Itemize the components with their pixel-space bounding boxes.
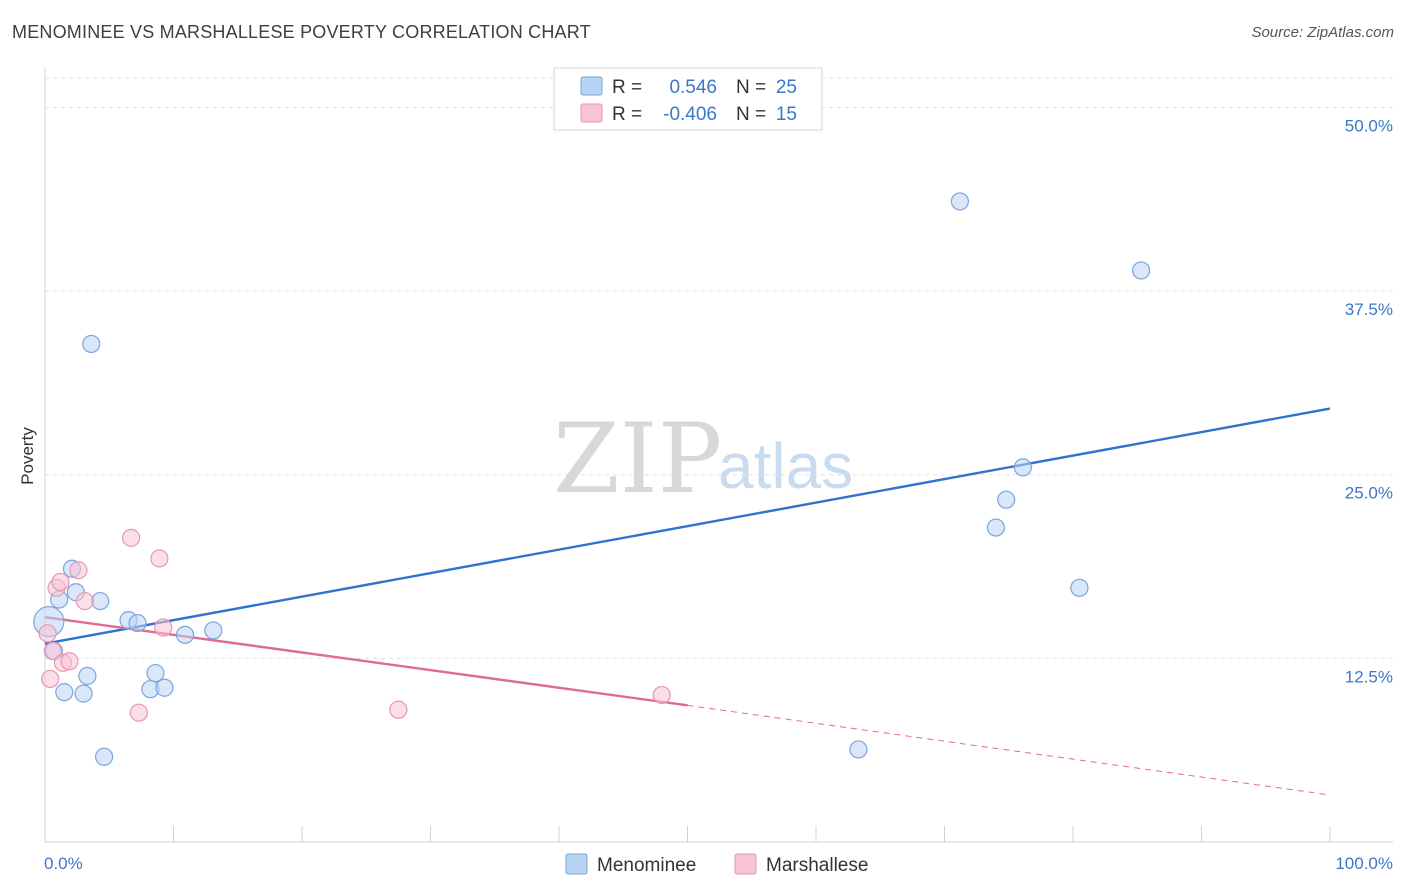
legend-swatch-menominee [580, 76, 603, 96]
legend-swatch-marshallese [580, 103, 603, 123]
chart-title: MENOMINEE VS MARSHALLESE POVERTY CORRELA… [12, 22, 591, 42]
legend-r-label-1: R = [612, 77, 642, 98]
point-menominee [204, 621, 223, 640]
point-menominee [986, 518, 1006, 537]
point-marshallese [41, 669, 60, 689]
point-menominee [155, 678, 174, 697]
bottom-legend-swatch-menominee[interactable] [565, 853, 588, 875]
axis-labels: Poverty [18, 427, 37, 485]
legend-r-value-1: 0.546 [669, 77, 717, 98]
legend-r-label-2: R = [612, 104, 642, 125]
point-menominee [950, 192, 970, 211]
correlation-legend: R = 0.546 N = 25 R = -0.406 N = 15 [553, 67, 823, 131]
point-marshallese [129, 703, 148, 722]
watermark-zip: ZIP [553, 403, 722, 515]
legend-n-label-1: N = [736, 77, 766, 98]
point-menominee [997, 490, 1016, 509]
point-menominee [91, 591, 110, 611]
legend-n-value-1: 25 [776, 77, 797, 98]
trend-line-marshallese-extension [687, 704, 1331, 796]
point-menominee [95, 747, 114, 766]
source-label: Source: ZipAtlas.com [1251, 24, 1394, 41]
point-marshallese [652, 685, 671, 705]
point-menominee [849, 740, 868, 759]
point-menominee [55, 683, 74, 702]
y-tick-label: 37.5% [1345, 300, 1393, 319]
point-menominee [1013, 458, 1032, 477]
point-menominee [128, 613, 147, 633]
bottom-legend-swatch-marshallese[interactable] [734, 853, 757, 875]
point-marshallese [51, 572, 70, 592]
point-menominee [146, 663, 165, 683]
trend-lines [44, 407, 1331, 796]
y-tick-label: 12.5% [1345, 667, 1393, 686]
bottom-legend-menominee[interactable]: Menominee [597, 855, 696, 876]
axis-layer: 12.5% 25.0% 37.5% 50.0% 0.0% 100.0% [44, 68, 1393, 873]
legend-r-value-2: -0.406 [663, 104, 717, 125]
point-menominee [78, 666, 97, 686]
trend-line-menominee [44, 407, 1331, 645]
y-axis-label: Poverty [18, 427, 37, 485]
data-points [33, 192, 1151, 766]
point-menominee [82, 334, 101, 354]
point-menominee [74, 684, 93, 703]
point-marshallese [38, 624, 57, 643]
point-marshallese [154, 618, 173, 637]
x-tick-label-max: 100.0% [1335, 854, 1393, 873]
point-menominee [175, 625, 195, 644]
legend-n-value-2: 15 [776, 104, 797, 125]
point-menominee [1132, 261, 1151, 280]
point-marshallese [121, 528, 141, 547]
x-tick-label-min: 0.0% [44, 854, 83, 873]
point-marshallese [43, 641, 62, 661]
point-marshallese [389, 700, 408, 719]
point-marshallese [75, 591, 94, 611]
watermark: ZIP atlas [553, 403, 853, 515]
watermark-atlas: atlas [718, 430, 853, 502]
series-legend: Menominee Marshallese [565, 853, 868, 876]
bottom-legend-marshallese[interactable]: Marshallese [766, 855, 868, 876]
legend-n-label-2: N = [736, 104, 766, 125]
point-marshallese [69, 561, 88, 580]
y-tick-label: 25.0% [1345, 484, 1393, 503]
trend-line-marshallese [44, 616, 688, 707]
point-marshallese [150, 549, 169, 568]
y-tick-label: 50.0% [1345, 116, 1393, 135]
point-marshallese [60, 652, 79, 671]
point-menominee [1070, 578, 1089, 597]
grid-layer [45, 77, 1393, 659]
